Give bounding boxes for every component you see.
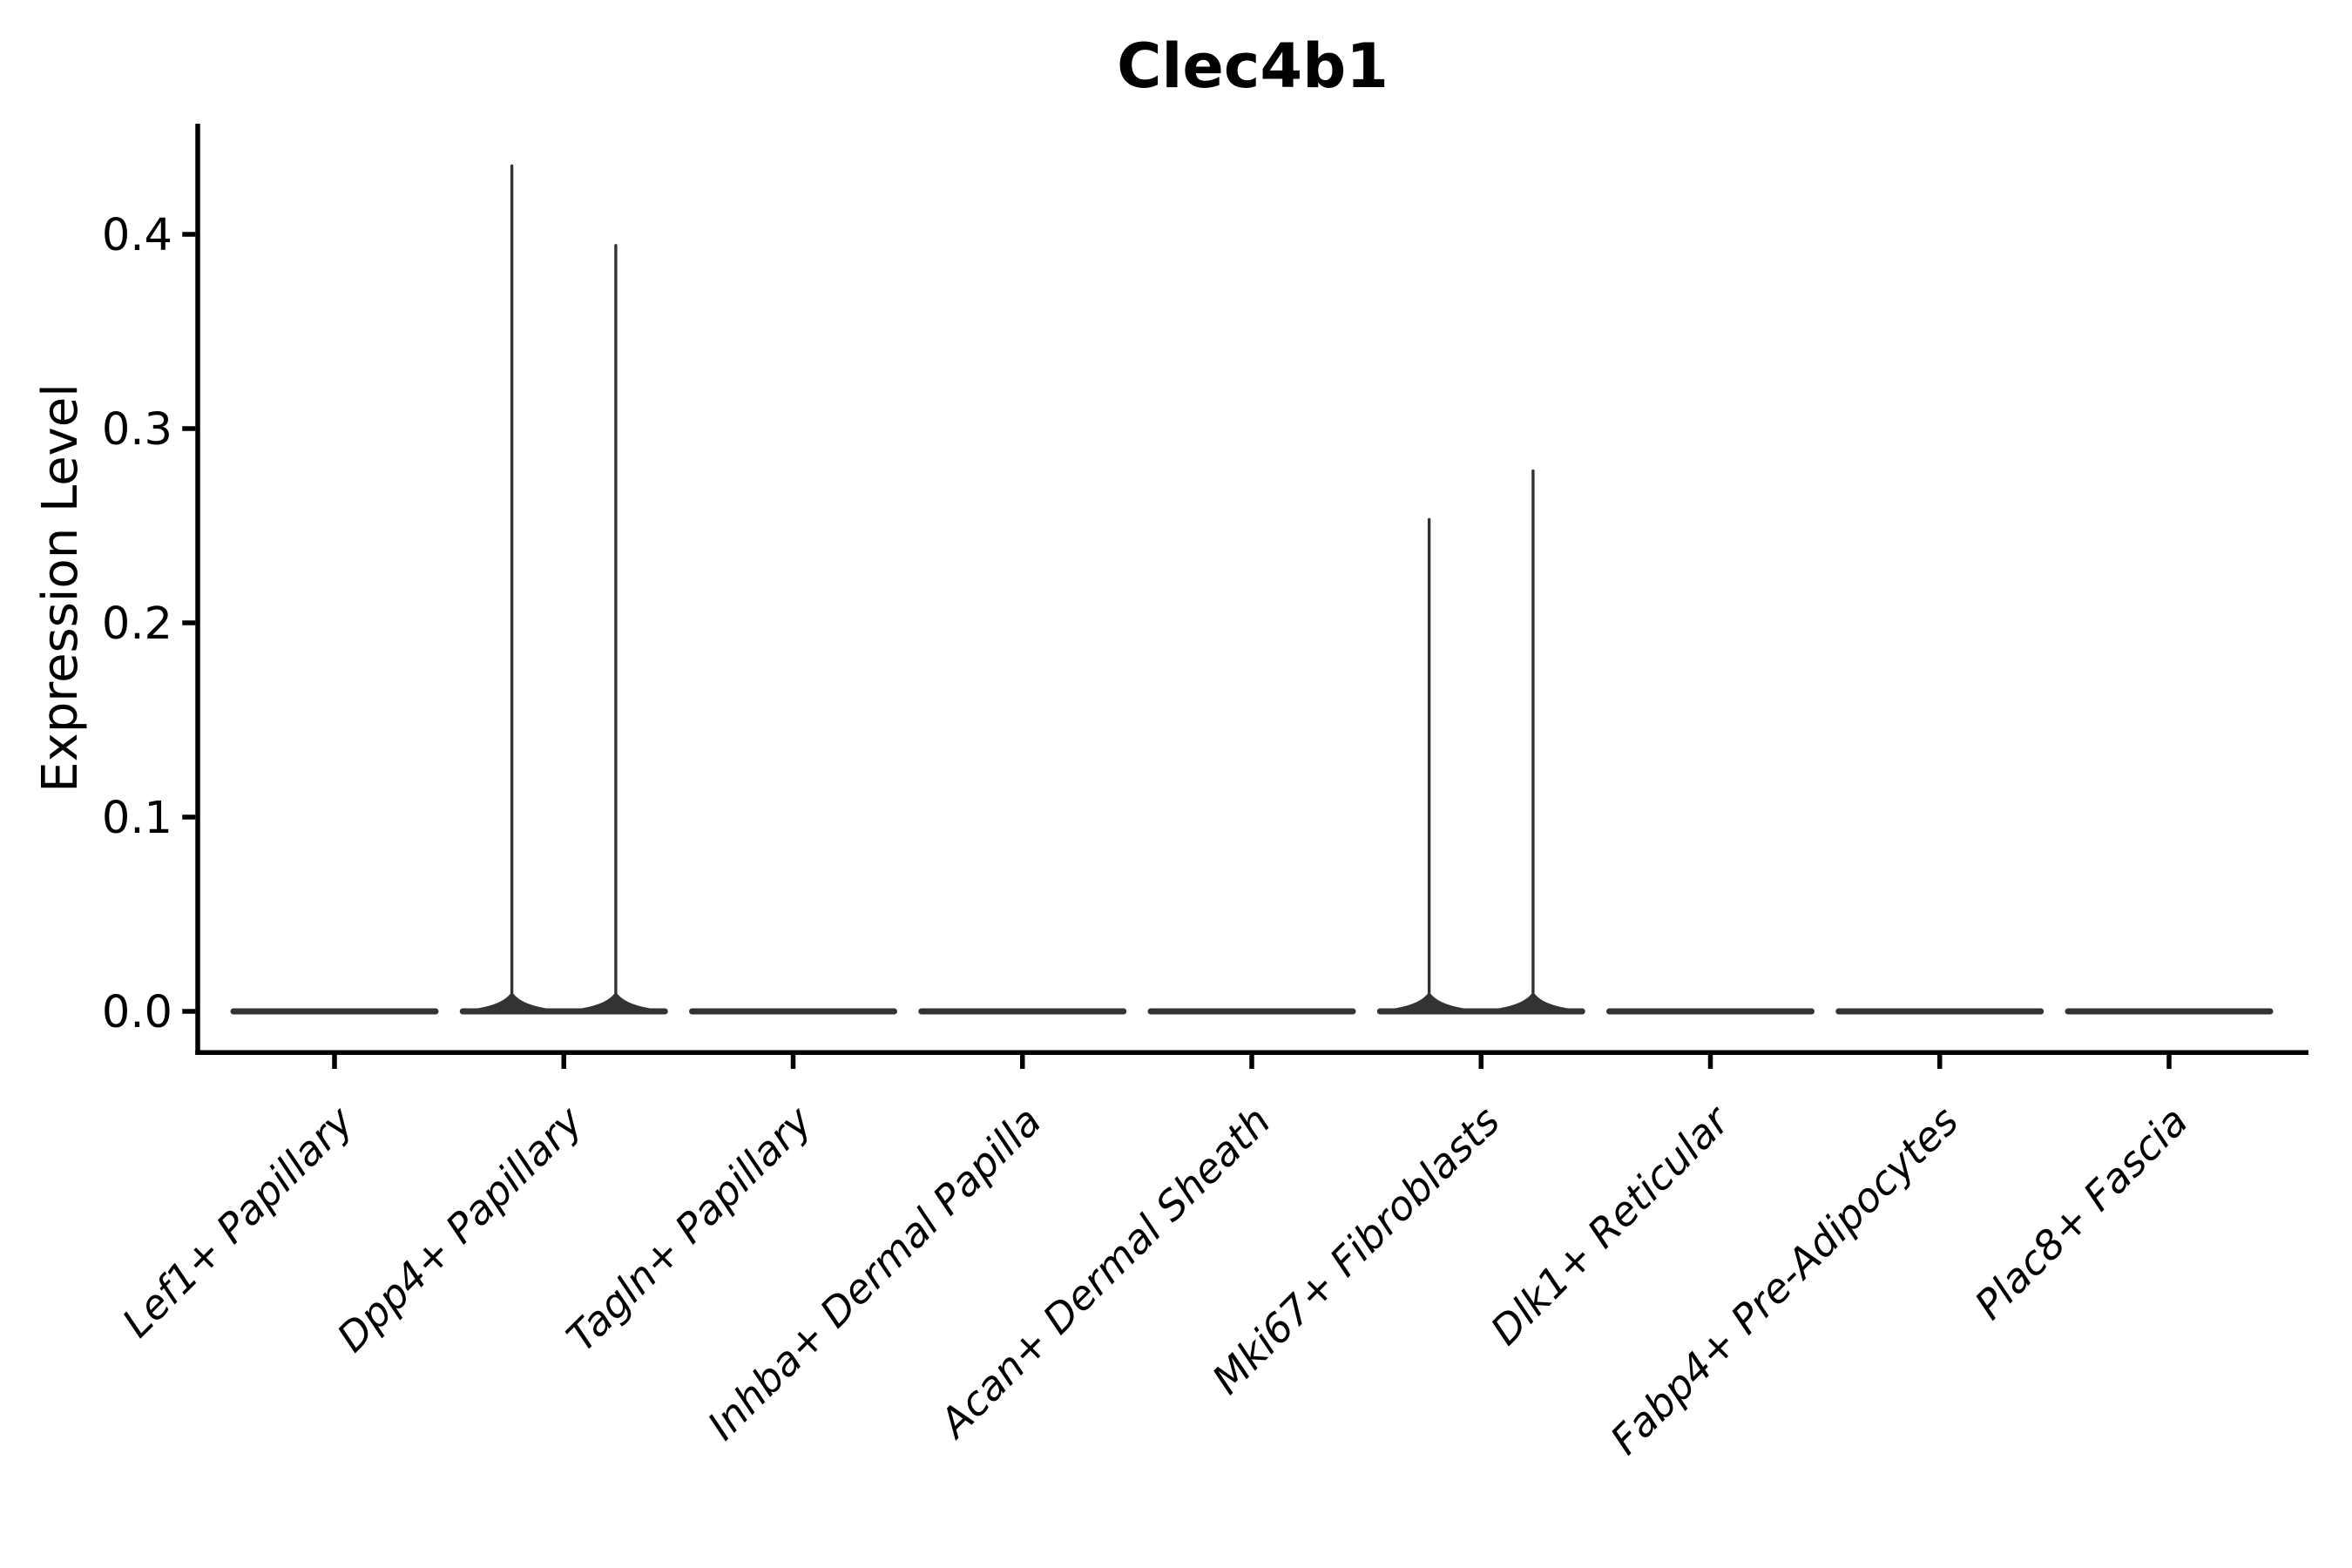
y-tick-label: 0.4 xyxy=(102,210,172,261)
x-tick-label: Plac8+ Fascia xyxy=(1965,1098,2196,1328)
violin-body xyxy=(689,1008,897,1015)
violin-body xyxy=(1376,1008,1585,1015)
violin-body xyxy=(918,1008,1127,1015)
violin-group xyxy=(230,1008,439,1015)
x-tick-mark xyxy=(332,1055,337,1069)
x-tick-label: Lef1+ Papillary xyxy=(113,1097,362,1346)
y-tick-label: 0.0 xyxy=(102,987,172,1038)
x-tick-label: Dlk1+ Reticular xyxy=(1482,1095,1740,1354)
x-tick-label: Dpp4+ Papillary xyxy=(328,1097,591,1361)
y-axis-spine xyxy=(195,124,200,1055)
chart-title: Clec4b1 xyxy=(1117,30,1389,102)
violin-body xyxy=(459,1008,668,1015)
violin-body xyxy=(230,1008,439,1015)
violin-body xyxy=(2065,1008,2274,1015)
violin-group xyxy=(459,164,668,1015)
axes-layer xyxy=(182,124,2308,1069)
y-tick-mark xyxy=(182,620,196,625)
violin-group xyxy=(918,1008,1127,1015)
violin-group xyxy=(1376,469,1585,1015)
y-tick-mark xyxy=(182,426,196,431)
y-tick-label: 0.3 xyxy=(102,404,172,456)
x-tick-mark xyxy=(2166,1055,2172,1069)
violin-group xyxy=(689,1008,897,1015)
x-axis-spine xyxy=(195,1050,2308,1055)
x-tick-mark xyxy=(1249,1055,1254,1069)
violin-body xyxy=(1606,1008,1815,1015)
x-tick-mark xyxy=(1020,1055,1025,1069)
x-tick-mark xyxy=(1937,1055,1943,1069)
violin-group xyxy=(2065,1008,2274,1015)
x-tick-label: Tagln+ Papillary xyxy=(558,1097,821,1361)
y-tick-mark xyxy=(182,232,196,237)
violin-group xyxy=(1606,1008,1815,1015)
violin-group xyxy=(1147,1008,1356,1015)
y-tick-mark xyxy=(182,1009,196,1014)
y-tick-mark xyxy=(182,814,196,820)
y-tick-label: 0.1 xyxy=(102,793,172,844)
violin-body xyxy=(1835,1008,2044,1015)
x-tick-mark xyxy=(1707,1055,1713,1069)
violin-group xyxy=(1835,1008,2044,1015)
y-tick-label: 0.2 xyxy=(102,598,172,650)
violin-body xyxy=(1147,1008,1356,1015)
y-axis-label: Expression Level xyxy=(32,383,89,793)
x-tick-mark xyxy=(790,1055,796,1069)
x-tick-mark xyxy=(1478,1055,1484,1069)
x-tick-mark xyxy=(561,1055,566,1069)
violins-layer xyxy=(230,164,2274,1015)
